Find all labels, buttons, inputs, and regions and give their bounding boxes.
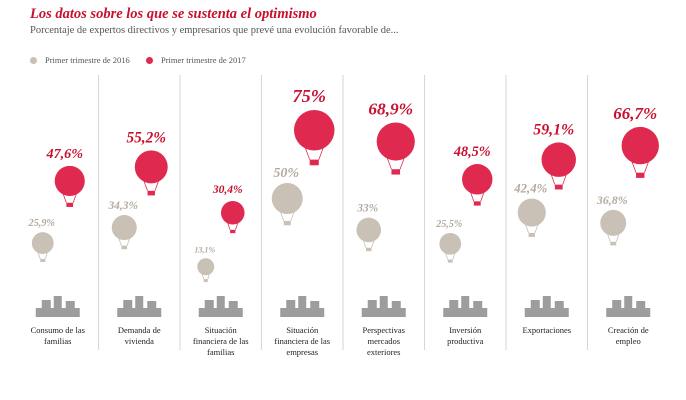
world-map-icon	[361, 296, 406, 317]
category-label: mercados	[367, 336, 400, 346]
category-label: productiva	[447, 336, 484, 346]
value-label-2016: 50%	[273, 166, 299, 181]
value-label-2016: 42,4%	[513, 182, 547, 196]
balloon-2016	[111, 215, 137, 250]
category-label: Inversión	[449, 325, 482, 335]
legend-swatch-2016	[30, 56, 37, 64]
balloon-2016	[197, 258, 215, 283]
balloon-2017	[462, 164, 493, 206]
category-label: vivienda	[125, 336, 154, 346]
balloon-2017	[376, 122, 415, 175]
family-icon	[35, 296, 80, 317]
workers-icon	[606, 296, 651, 317]
balloon-2016	[517, 198, 546, 237]
value-label-2016: 25,9%	[28, 218, 55, 229]
category-label: familias	[207, 347, 234, 357]
value-label-2017: 48,5%	[453, 144, 491, 160]
factory-icon	[280, 296, 325, 317]
category-label: financiera de las	[274, 336, 330, 346]
value-label-2016: 25,5%	[435, 219, 462, 230]
value-label-2017: 55,2%	[127, 129, 166, 146]
value-label-2016: 13,1%	[194, 245, 215, 254]
value-label-2017: 75%	[293, 86, 326, 106]
balloon-2016	[271, 183, 303, 226]
category-label: Exportaciones	[522, 325, 571, 335]
value-label-2017: 59,1%	[533, 121, 574, 138]
legend-item-2016: Primer trimestre de 2016	[30, 53, 130, 67]
coin-stack-icon	[443, 296, 488, 317]
value-label-2017: 68,9%	[368, 99, 413, 118]
value-label-2016: 36,8%	[596, 193, 628, 207]
legend-swatch-2017	[146, 56, 153, 64]
chart-title: Los datos sobre los que se sustenta el o…	[30, 6, 317, 22]
legend-label-2016: Primer trimestre de 2016	[45, 55, 130, 65]
chart-subtitle: Porcentaje de expertos directivos y empr…	[30, 25, 399, 36]
category-label: Creación de	[608, 325, 649, 335]
legend-item-2017: Primer trimestre de 2017	[146, 53, 246, 67]
value-label-2017: 47,6%	[46, 146, 84, 162]
legend-label-2017: Primer trimestre de 2017	[161, 55, 246, 65]
category-label: Situación	[205, 325, 238, 335]
category-label: Consumo de las	[31, 325, 85, 335]
category-label: Demanda de	[118, 325, 161, 335]
value-label-2016: 34,3%	[107, 200, 138, 212]
buildings-icon	[117, 296, 162, 317]
category-label: Situación	[286, 325, 319, 335]
balloon-2017	[54, 165, 85, 207]
coins-family-icon	[198, 296, 243, 317]
category-label: empresas	[286, 347, 318, 357]
category-label: financiera de las	[193, 336, 249, 346]
balloon-2016	[439, 232, 462, 263]
exchange-arrows-icon	[524, 296, 569, 317]
balloon-2017	[294, 110, 335, 166]
category-label: exteriores	[367, 347, 401, 357]
balloon-2016	[31, 232, 54, 262]
value-label-2017: 30,4%	[212, 183, 243, 196]
balloon-2017	[621, 126, 659, 178]
balloon-2017	[541, 142, 576, 190]
balloon-2017	[134, 150, 168, 196]
category-label: familias	[44, 336, 71, 346]
value-label-2016: 33%	[356, 203, 378, 215]
balloon-2017	[220, 200, 245, 234]
category-label: Perspectivas	[363, 325, 406, 335]
category-label: empleo	[616, 336, 641, 346]
balloon-2016	[600, 209, 627, 246]
value-label-2017: 66,7%	[613, 104, 657, 123]
balloon-2016	[356, 217, 382, 252]
